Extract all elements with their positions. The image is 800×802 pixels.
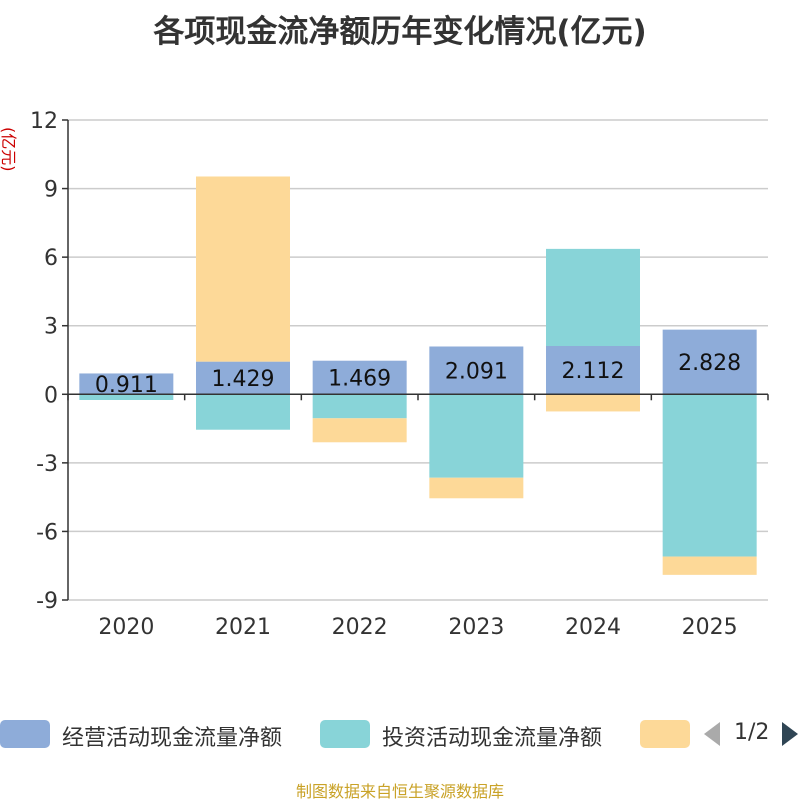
legend-pager: 1/2 bbox=[700, 716, 800, 752]
legend-label-operating: 经营活动现金流量净额 bbox=[62, 726, 283, 751]
caret-right-icon[interactable] bbox=[780, 720, 800, 748]
data-label: 2.828 bbox=[678, 351, 741, 376]
y-tick-label: 0 bbox=[44, 383, 58, 408]
y-tick-label: -6 bbox=[36, 520, 58, 545]
bar-2023-series-2 bbox=[429, 477, 524, 499]
y-tick-label: 9 bbox=[44, 178, 58, 203]
legend-page-indicator: 1/2 bbox=[734, 720, 770, 745]
data-label: 2.091 bbox=[445, 359, 508, 384]
y-tick-label: -9 bbox=[36, 589, 58, 614]
bar-2024-series-1 bbox=[546, 248, 640, 347]
bar-2022-series-2 bbox=[312, 418, 407, 443]
bar-2025-series-2 bbox=[662, 556, 757, 575]
data-label: 1.429 bbox=[212, 367, 275, 392]
bar-2023-series-0 bbox=[429, 346, 524, 395]
bar-2020-series-0 bbox=[79, 373, 174, 395]
data-label: 2.112 bbox=[562, 359, 625, 384]
x-tick-label: 2023 bbox=[448, 615, 504, 640]
grid-lines bbox=[68, 119, 768, 601]
bar-2021-series-2 bbox=[196, 176, 290, 362]
bar-2022-series-0 bbox=[312, 360, 407, 395]
bar-2021-series-0 bbox=[196, 361, 290, 395]
bars bbox=[79, 176, 757, 575]
bar-2024-series-2 bbox=[546, 394, 640, 412]
x-tick-label: 2024 bbox=[565, 615, 621, 640]
caret-left-icon[interactable] bbox=[702, 720, 722, 748]
data-label: 1.469 bbox=[328, 366, 391, 391]
axes: 12 9 6 3 0 -3 -6 -9 2020 2021 2022 2023 2024 2025 bbox=[30, 109, 769, 640]
y-tick-label: 3 bbox=[44, 315, 58, 340]
data-source-note: 制图数据来自恒生聚源数据库 bbox=[295, 782, 504, 801]
x-tick-label: 2021 bbox=[215, 615, 271, 640]
y-tick-label: 12 bbox=[30, 109, 58, 134]
legend-swatch-operating bbox=[0, 720, 50, 748]
bar-chart: 12 9 6 3 0 -3 -6 -9 2020 2021 2022 2023 2024 2025 0.9… bbox=[30, 109, 769, 640]
legend: 经营活动现金流量净额 投资活动现金流量净额 1/2 bbox=[0, 716, 800, 752]
y-tick-label: 6 bbox=[44, 246, 58, 271]
x-tick-label: 2025 bbox=[682, 615, 738, 640]
legend-swatch-financing bbox=[640, 720, 690, 748]
bar-2025-series-1 bbox=[662, 394, 757, 557]
chart-title: 各项现金流净额历年变化情况(亿元) bbox=[153, 14, 647, 50]
bar-2023-series-1 bbox=[429, 394, 524, 478]
legend-swatch-investing bbox=[320, 720, 370, 748]
bar-2021-series-1 bbox=[196, 394, 290, 430]
bar-2024-series-0 bbox=[546, 346, 640, 395]
bar-2020-series-1 bbox=[79, 394, 174, 400]
x-tick-label: 2022 bbox=[332, 615, 388, 640]
legend-label-investing: 投资活动现金流量净额 bbox=[382, 726, 603, 751]
data-label: 0.911 bbox=[95, 373, 158, 398]
bar-2025-series-0 bbox=[662, 329, 757, 395]
x-tick-label: 2020 bbox=[98, 615, 154, 640]
bar-2022-series-1 bbox=[312, 394, 407, 419]
data-labels: 0.911 1.429 1.469 2.091 2.112 2.828 bbox=[95, 351, 741, 398]
y-tick-label: -3 bbox=[36, 452, 58, 477]
